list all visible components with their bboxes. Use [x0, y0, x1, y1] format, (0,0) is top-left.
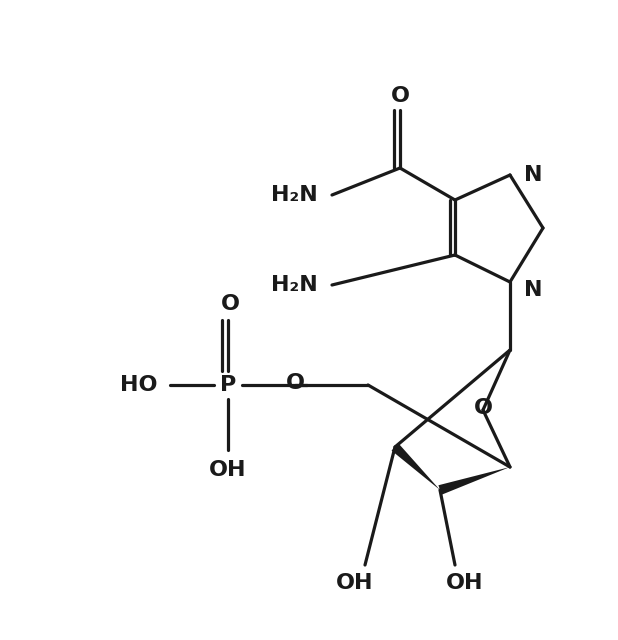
Text: OH: OH — [210, 460, 247, 480]
Text: OH: OH — [336, 573, 374, 593]
Text: OH: OH — [446, 573, 484, 593]
Polygon shape — [392, 444, 440, 490]
Text: O: O — [221, 294, 240, 314]
Text: O: O — [473, 398, 493, 418]
Text: H₂N: H₂N — [271, 275, 318, 295]
Text: N: N — [524, 280, 543, 300]
Text: P: P — [220, 375, 236, 395]
Polygon shape — [438, 467, 510, 495]
Text: H₂N: H₂N — [271, 185, 318, 205]
Text: O: O — [286, 373, 305, 393]
Text: N: N — [524, 165, 543, 185]
Text: HO: HO — [121, 375, 158, 395]
Text: O: O — [391, 86, 410, 106]
